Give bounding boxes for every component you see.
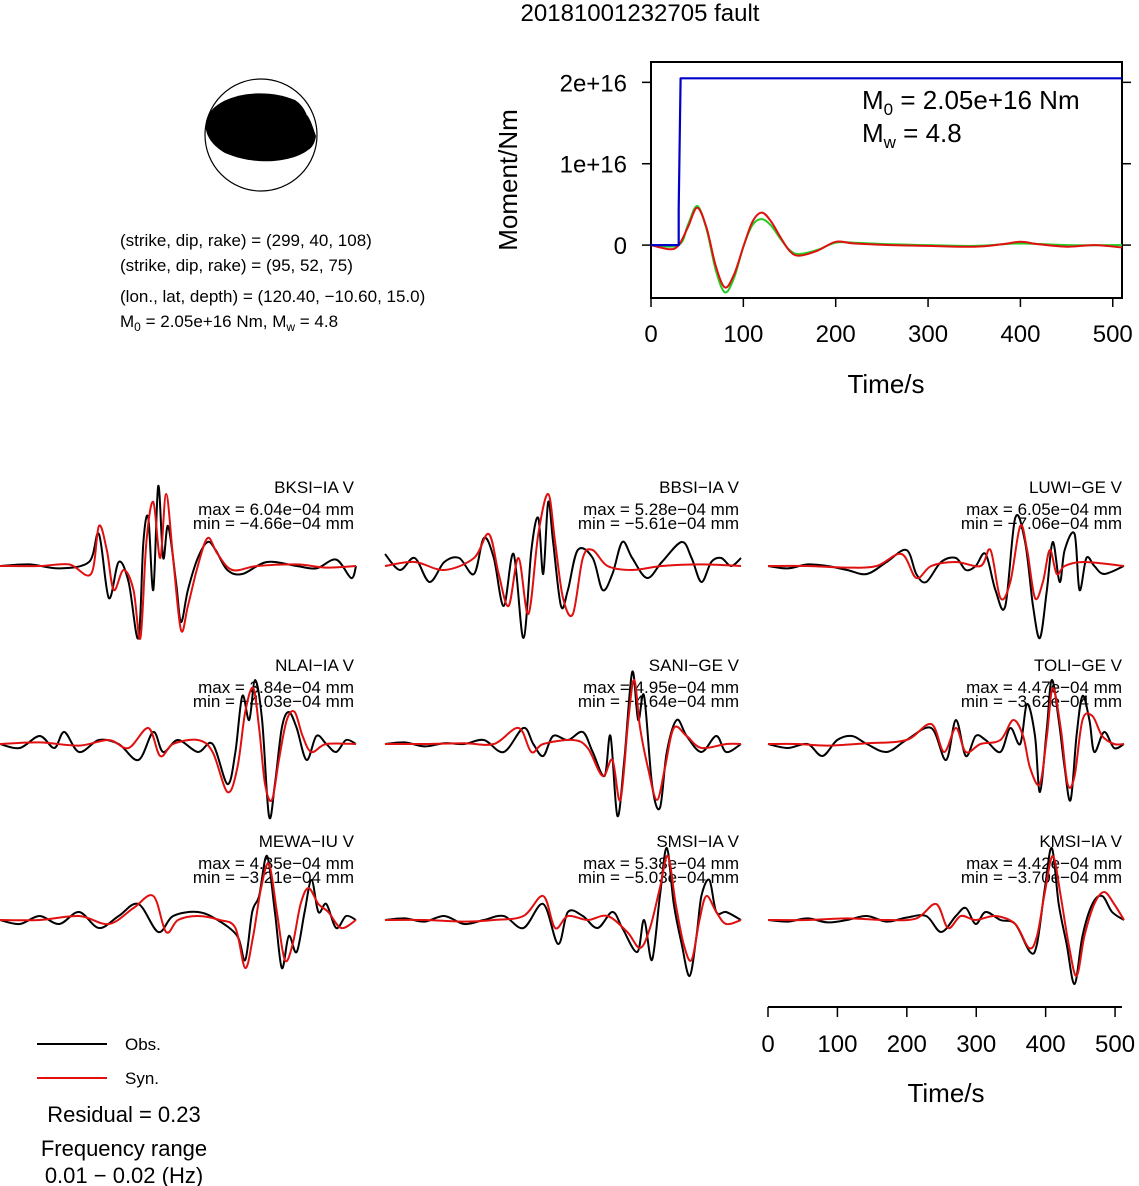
- station-name: SANI−GE V: [649, 656, 740, 675]
- waveform-time-axis: Time/s 0 100 200 300 400 500: [761, 1006, 1135, 1108]
- focal-mechanism-1: (strike, dip, rake) = (299, 40, 108): [120, 231, 372, 250]
- observed-waveform: [767, 846, 1125, 986]
- moment-x-tick-label: 500: [1093, 321, 1133, 348]
- station-name: BBSI−IA V: [659, 478, 740, 497]
- legend: Obs. Syn.: [37, 1035, 161, 1088]
- waveform-x-tick-label: 200: [887, 1031, 927, 1058]
- stf-red-series: [650, 206, 1123, 289]
- station-min: min = −3.21e−04 mm: [193, 868, 354, 887]
- moment-x-tick-label: 100: [723, 321, 763, 348]
- event-info: (strike, dip, rake) = (299, 40, 108) (st…: [120, 231, 425, 334]
- station-max: max = 3.84e−04 mm: [198, 678, 354, 697]
- station-max: max = 6.05e−04 mm: [966, 500, 1122, 519]
- waveform-x-tick-label: 400: [1026, 1031, 1066, 1058]
- residual-label: Residual = 0.23: [47, 1102, 201, 1127]
- moment-x-label: Time/s: [847, 369, 924, 399]
- station-max: max = 6.04e−04 mm: [198, 500, 354, 519]
- observed-waveform: [0, 484, 357, 640]
- observed-waveform: [384, 500, 742, 640]
- frequency-range-label: Frequency range: [41, 1136, 207, 1161]
- station-max: max = 4.35e−04 mm: [198, 854, 354, 873]
- station-name: KMSI−IA V: [1039, 832, 1122, 851]
- beachball-icon: [204, 78, 318, 192]
- moment-y-tick-label: 0: [614, 233, 627, 260]
- station-name: TOLI−GE V: [1034, 656, 1123, 675]
- waveform-x-tick-label: 0: [761, 1031, 774, 1058]
- station-name: SMSI−IA V: [656, 832, 739, 851]
- station-name: NLAI−IA V: [275, 656, 355, 675]
- moment-x-tick-label: 200: [816, 321, 856, 348]
- synthetic-waveform: [384, 854, 742, 962]
- location-depth: (lon., lat, depth) = (120.40, −10.60, 15…: [120, 287, 425, 306]
- cumulative-moment-series: [651, 77, 1122, 247]
- observed-waveform: [767, 678, 1125, 802]
- waveform-x-tick-label: 300: [956, 1031, 996, 1058]
- waveform-x-label: Time/s: [907, 1078, 984, 1108]
- frequency-range-value: 0.01 − 0.02 (Hz): [45, 1163, 203, 1186]
- moment-x-tick-label: 400: [1000, 321, 1040, 348]
- station-name: BKSI−IA V: [274, 478, 355, 497]
- synthetic-waveform: [0, 862, 357, 970]
- station-max: max = 4.95e−04 mm: [583, 678, 739, 697]
- observed-waveform: [767, 514, 1125, 640]
- fit-info: Residual = 0.23 Frequency range 0.01 − 0…: [41, 1102, 207, 1186]
- synthetic-waveform: [384, 678, 742, 802]
- moment-y-tick-label: 2e+16: [560, 70, 627, 97]
- station-name: LUWI−GE V: [1029, 478, 1123, 497]
- station-min: min = −3.70e−04 mm: [961, 868, 1122, 887]
- station-min: min = −3.62e−04 mm: [961, 692, 1122, 711]
- station-min: min = −4.03e−04 mm: [193, 692, 354, 711]
- moment-x-axis: 0 100 200 300 400 500: [644, 298, 1133, 348]
- m0-annotation: M0 = 2.05e+16 Nm: [862, 85, 1080, 119]
- mw-annotation: Mw = 4.8: [862, 118, 962, 152]
- moment-curves: [650, 77, 1123, 294]
- moment-y-tick-label: 1e+16: [560, 152, 627, 179]
- synthetic-waveform: [767, 686, 1125, 789]
- synthetic-waveform: [384, 492, 742, 618]
- station-max: max = 4.47e−04 mm: [966, 678, 1122, 697]
- station-max: max = 5.38e−04 mm: [583, 854, 739, 873]
- station-max: max = 4.42e−04 mm: [966, 854, 1122, 873]
- legend-syn-label: Syn.: [125, 1069, 159, 1088]
- synthetic-waveform: [0, 492, 357, 640]
- station-min: min = −4.64e−04 mm: [578, 692, 739, 711]
- stf-green-series: [650, 205, 1123, 294]
- moment-x-tick-label: 0: [644, 321, 657, 348]
- observed-waveform: [0, 854, 357, 970]
- moment-plot-frame: [650, 61, 1123, 299]
- station-name: MEWA−IU V: [259, 832, 355, 851]
- waveform-x-tick-label: 100: [817, 1031, 857, 1058]
- observed-waveform: [384, 670, 742, 818]
- station-min: min = −5.61e−04 mm: [578, 514, 739, 533]
- station-min: min = −7.06e−04 mm: [961, 514, 1122, 533]
- moment-panel: 0 100 200 300 400 500 0 1e+16 2e+16 Time/s Mome…: [493, 61, 1133, 399]
- moment-y-axis: 0 1e+16 2e+16: [560, 70, 1131, 260]
- focal-mechanism-2: (strike, dip, rake) = (95, 52, 75): [120, 256, 353, 275]
- synthetic-waveform: [0, 686, 357, 802]
- legend-obs-label: Obs.: [125, 1035, 161, 1054]
- station-max: max = 5.28e−04 mm: [583, 500, 739, 519]
- figure-title: 20181001232705 fault: [521, 0, 760, 27]
- observed-waveform: [0, 678, 357, 820]
- synthetic-waveform: [767, 524, 1125, 601]
- station-min: min = −5.03e−04 mm: [578, 868, 739, 887]
- moment-summary: M0 = 2.05e+16 Nm, Mw = 4.8: [120, 312, 338, 334]
- waveform-x-tick-label: 500: [1095, 1031, 1135, 1058]
- station-min: min = −4.66e−04 mm: [193, 514, 354, 533]
- moment-y-label: Moment/Nm: [493, 109, 523, 251]
- synthetic-waveform: [767, 854, 1125, 978]
- moment-x-tick-label: 300: [908, 321, 948, 348]
